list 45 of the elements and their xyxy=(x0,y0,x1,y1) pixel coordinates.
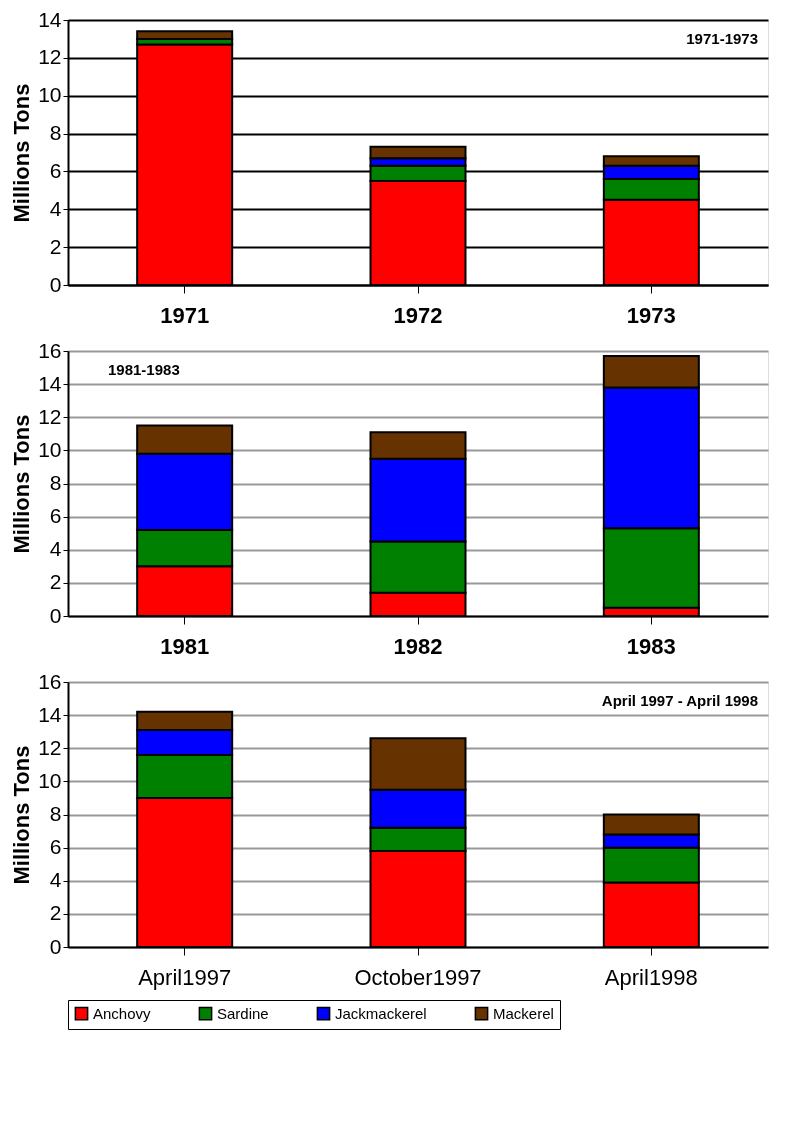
x-tick-label: 1982 xyxy=(393,633,443,659)
y-tick-label: 4 xyxy=(49,537,62,561)
y-axis-title: Millions Tons xyxy=(9,414,35,554)
y-axis-title: Millions Tons xyxy=(9,745,35,885)
x-tick-label: 1972 xyxy=(393,302,443,328)
x-tick-label: October1997 xyxy=(354,964,482,990)
y-tick-label: 0 xyxy=(49,934,62,958)
y-tick-label: 14 xyxy=(38,7,62,31)
y-tick-label: 4 xyxy=(49,196,62,220)
x-tick-label: 1971 xyxy=(160,302,210,328)
y-tick-label: 0 xyxy=(49,272,62,296)
y-tick-label: 12 xyxy=(38,404,62,428)
y-tick-label: 6 xyxy=(49,158,62,182)
y-tick-label: 0 xyxy=(49,603,62,627)
y-tick-label: 16 xyxy=(38,338,62,362)
y-tick-label: 8 xyxy=(49,802,62,825)
y-axis-title: Millions Tons xyxy=(9,83,35,223)
y-tick-label: 2 xyxy=(49,570,62,594)
x-tick-label: 1981 xyxy=(160,633,210,659)
y-tick-label: 14 xyxy=(38,371,62,395)
y-tick-label: 6 xyxy=(49,504,62,528)
annotation: 1971-1973 xyxy=(686,30,758,47)
y-tick-label: 10 xyxy=(38,437,62,461)
y-tick-label: 6 xyxy=(49,835,62,859)
x-tick-label: April1997 xyxy=(138,964,232,990)
annotation: 1981-1983 xyxy=(108,361,180,378)
y-tick-label: 2 xyxy=(49,234,62,258)
x-tick-label: 1983 xyxy=(626,633,676,659)
legend-label: Sardine xyxy=(217,1004,269,1022)
y-tick-label: 4 xyxy=(49,868,62,892)
y-tick-label: 14 xyxy=(38,702,62,726)
y-tick-label: 10 xyxy=(38,768,62,792)
legend-label: Anchovy xyxy=(93,1004,152,1022)
y-tick-label: 12 xyxy=(38,45,62,69)
y-tick-label: 8 xyxy=(49,121,62,145)
x-tick-label: April1998 xyxy=(604,964,698,990)
y-tick-label: 10 xyxy=(38,83,62,107)
y-tick-label: 12 xyxy=(38,735,62,759)
y-tick-label: 8 xyxy=(49,471,62,494)
y-tick-label: 2 xyxy=(49,901,62,925)
x-tick-label: 1973 xyxy=(626,302,676,328)
y-tick-label: 16 xyxy=(38,669,62,693)
legend-label: Jackmackerel xyxy=(335,1004,427,1022)
annotation: April 1997 - April 1998 xyxy=(601,692,758,709)
legend-label: Mackerel xyxy=(493,1004,554,1022)
